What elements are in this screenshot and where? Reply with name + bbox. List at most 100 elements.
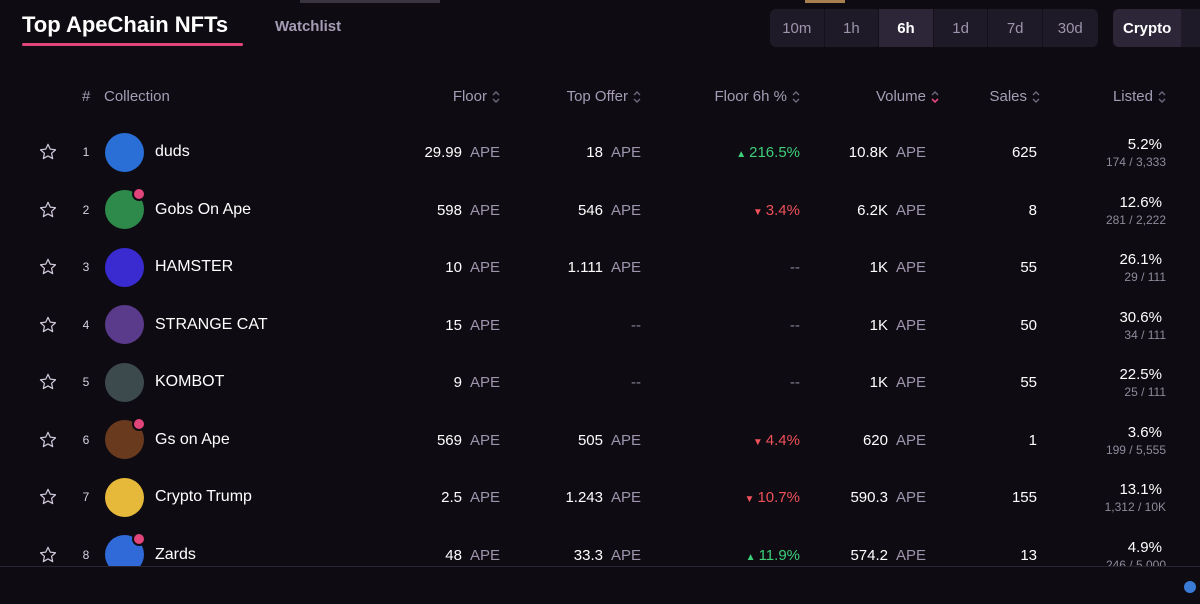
floor-price: 15 APE — [445, 317, 500, 334]
floor-unit: APE — [469, 431, 500, 449]
column-header-collection-label: Collection — [104, 88, 170, 105]
bottom-bar — [0, 566, 1200, 604]
time-filter-6h[interactable]: 6h — [879, 9, 934, 47]
column-header-volume-label: Volume — [875, 88, 926, 105]
avatar-image — [105, 247, 144, 287]
volume: 6.2K APE — [857, 202, 926, 219]
floor-price: 48 APE — [445, 547, 500, 564]
floor-change-value: -- — [790, 316, 800, 334]
collection-avatar[interactable] — [105, 132, 144, 172]
column-header-top-offer[interactable]: Top Offer — [567, 88, 641, 105]
collection-name[interactable]: Gs on Ape — [155, 430, 230, 448]
volume-value: 1K — [869, 316, 888, 334]
star-icon[interactable] — [38, 142, 58, 162]
star-icon[interactable] — [38, 257, 58, 277]
top-offer-value: 18 — [586, 144, 603, 161]
table-row[interactable]: 7 Crypto Trump 2.5 APE 1.243 APE ▼ 10.7% 590.3 AP… — [0, 468, 1200, 526]
top-offer: 1.243 APE — [565, 489, 641, 506]
floor-change-value: 216.5% — [749, 144, 800, 161]
floor-price: 569 APE — [437, 432, 500, 449]
listed-count: 29 / 111 — [1124, 270, 1166, 284]
time-filter-30d[interactable]: 30d — [1057, 19, 1083, 37]
star-icon[interactable] — [38, 430, 58, 450]
floor-change-value: -- — [790, 259, 800, 276]
column-header-sales[interactable]: Sales — [989, 88, 1040, 105]
star-icon[interactable] — [38, 200, 58, 220]
arrow-down-icon: ▼ — [752, 436, 763, 448]
status-indicator-icon — [1184, 581, 1196, 593]
column-header-floor-change-label: Floor 6h % — [714, 88, 787, 105]
floor-unit: APE — [469, 374, 500, 391]
top-offer-unit: APE — [610, 489, 641, 506]
collection-avatar[interactable] — [105, 477, 144, 517]
table-row[interactable]: 2 Gobs On Ape 598 APE 546 APE ▼ 3.4% 6.2K APE 8 12.… — [0, 181, 1200, 239]
volume-value: 1K — [869, 259, 888, 276]
volume: 1K APE — [870, 317, 926, 334]
listed-percent: 22.5% — [1119, 366, 1162, 383]
star-icon[interactable] — [38, 315, 58, 335]
watchlist-tab[interactable]: Watchlist — [275, 18, 342, 35]
sort-icon — [792, 90, 800, 104]
volume: 1K APE — [870, 374, 926, 391]
sort-icon — [492, 90, 500, 104]
floor-change: -- — [790, 259, 800, 276]
collection-name[interactable]: STRANGE CAT — [155, 315, 268, 333]
collection-name[interactable]: HAMSTER — [155, 258, 234, 275]
collection-avatar[interactable] — [105, 187, 146, 229]
top-offer: 1.111 APE — [568, 259, 641, 276]
table-row[interactable]: 6 Gs on Ape 569 APE 505 APE ▼ 4.4% 620 APE 1 3.6% 19… — [0, 411, 1200, 469]
star-icon[interactable] — [38, 487, 58, 507]
listed-percent: 3.6% — [1127, 423, 1162, 441]
collection-avatar[interactable] — [105, 305, 144, 344]
listed-percent: 26.1% — [1119, 251, 1162, 268]
table-row[interactable]: 3 HAMSTER 10 APE 1.111 APE -- 1K APE 55 26.1% 29 / … — [0, 238, 1200, 296]
collection-avatar[interactable] — [105, 417, 146, 459]
collection-avatar[interactable] — [105, 362, 144, 402]
collection-name[interactable]: Zards — [155, 545, 196, 563]
collection-avatar[interactable] — [105, 247, 144, 287]
time-filter-10m[interactable]: 10m — [770, 9, 825, 47]
top-offer-unit: APE — [610, 546, 641, 564]
arrow-up-icon: ▲ — [736, 149, 747, 160]
floor-change: ▼ 3.4% — [753, 202, 800, 219]
sales-count: 155 — [1011, 489, 1037, 506]
column-header-floor[interactable]: Floor — [453, 88, 500, 105]
rank-number: 4 — [82, 317, 90, 332]
time-filter-1h[interactable]: 1h — [825, 9, 880, 47]
floor-value: 9 — [453, 374, 462, 391]
collection-name[interactable]: Gobs On Ape — [155, 200, 252, 218]
top-offer: 33.3 APE — [574, 547, 641, 564]
time-filter-1d[interactable]: 1d — [934, 9, 989, 47]
floor-unit: APE — [469, 489, 500, 506]
floor-change-value: 3.4% — [765, 201, 800, 219]
listed-percent: 5.2% — [1127, 136, 1162, 153]
column-header-sales-label: Sales — [989, 88, 1027, 105]
star-icon[interactable] — [38, 372, 58, 392]
table-row[interactable]: 4 STRANGE CAT 15 APE -- -- 1K APE 50 30.6% 34 / 11… — [0, 296, 1200, 354]
time-filter-7d[interactable]: 7d — [988, 9, 1043, 47]
floor-unit: APE — [469, 316, 500, 334]
top-offer-value: 33.3 — [573, 546, 603, 564]
column-header-volume[interactable]: Volume — [876, 88, 939, 105]
volume-value: 1K — [869, 374, 888, 391]
column-header-floor-change[interactable]: Floor 6h % — [714, 88, 800, 105]
listed-percent: 30.6% — [1119, 308, 1162, 326]
star-icon[interactable] — [38, 545, 58, 565]
sales-count: 1 — [1028, 431, 1037, 449]
listed-count: 281 / 2,222 — [1105, 212, 1166, 227]
collection-name[interactable]: KOMBOT — [155, 373, 225, 390]
sort-icon — [633, 90, 641, 104]
top-offer-value: 1.243 — [565, 489, 603, 506]
top-offer: 505 APE — [578, 432, 641, 449]
floor-change: -- — [790, 374, 800, 391]
volume-unit: APE — [895, 259, 926, 276]
top-offer: 18 APE — [586, 144, 641, 161]
floor-change-value: 10.7% — [757, 489, 800, 506]
currency-crypto-button[interactable]: Crypto — [1113, 9, 1182, 47]
column-header-listed[interactable]: Listed — [1113, 88, 1166, 105]
table-row[interactable]: 1 duds 29.99 APE 18 APE ▲ 216.5% 10.8K APE 625 5.2%… — [0, 123, 1200, 181]
table-row[interactable]: 5 KOMBOT 9 APE -- -- 1K APE 55 22.5% 25 / 111 — [0, 353, 1200, 411]
collection-name[interactable]: Crypto Trump — [155, 488, 252, 505]
collection-name[interactable]: duds — [155, 143, 190, 160]
floor-value: 15 — [445, 316, 462, 334]
